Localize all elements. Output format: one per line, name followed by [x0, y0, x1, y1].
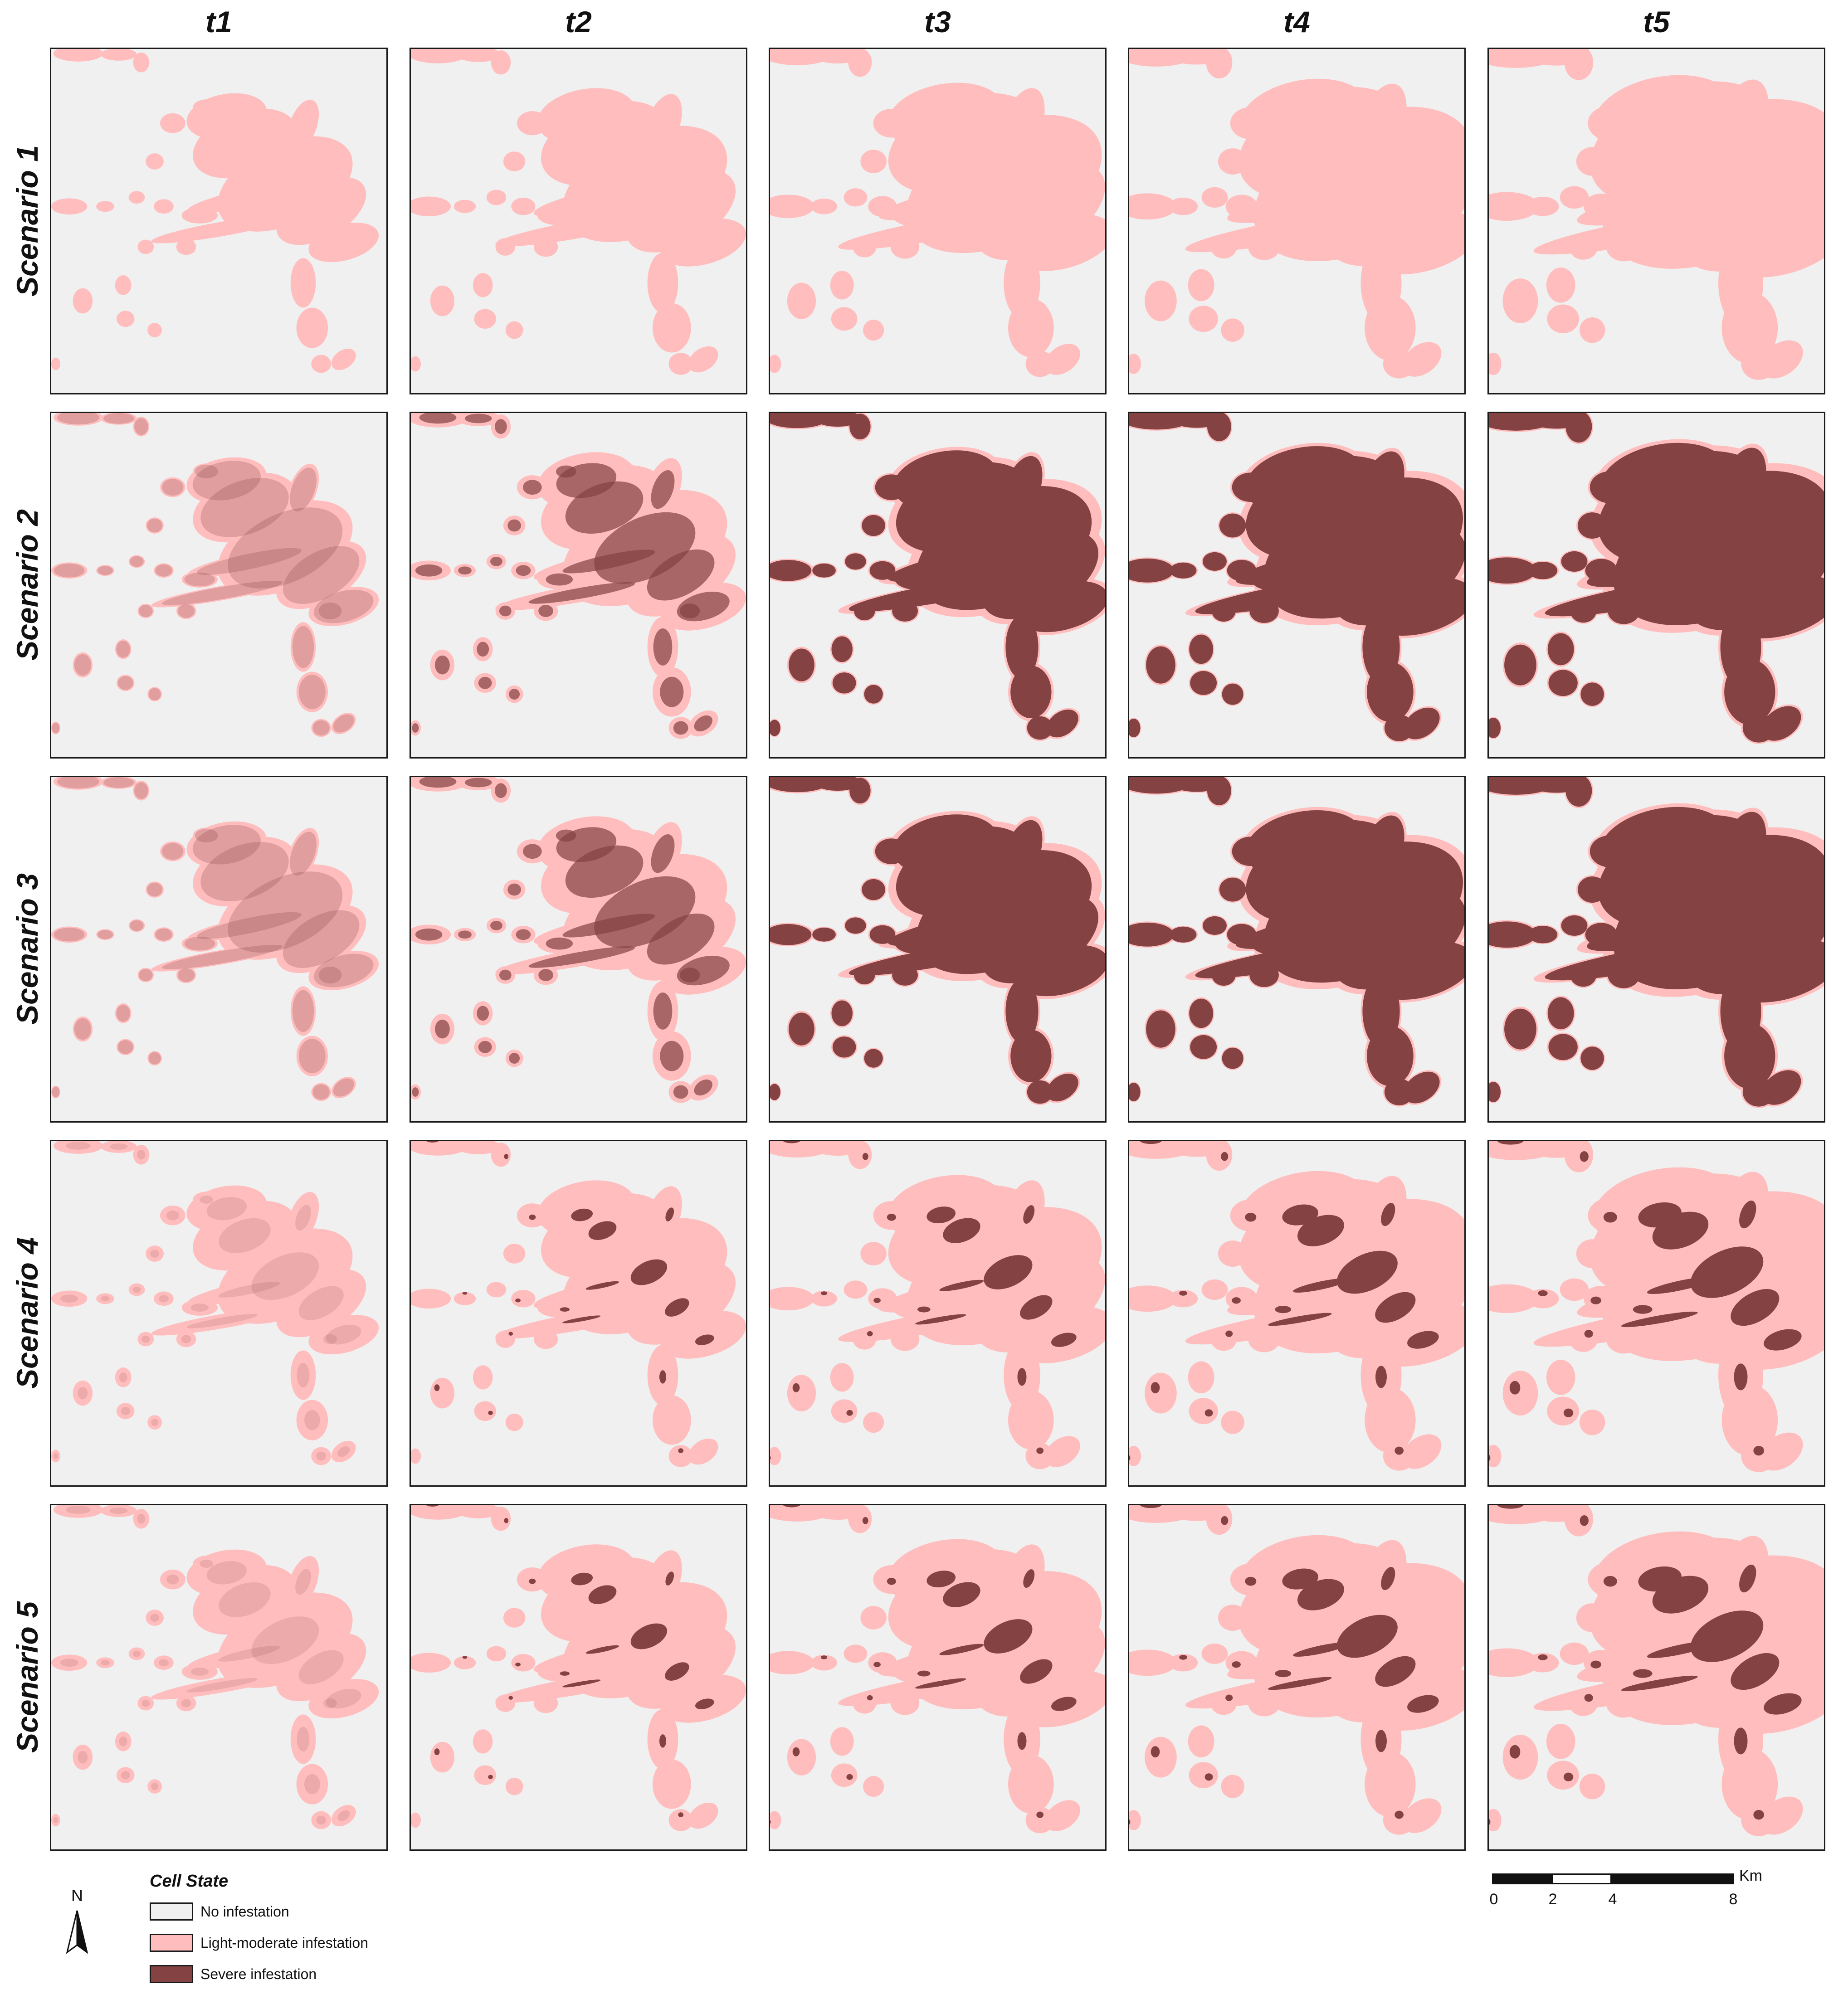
infestation-map-scenario-2-t4	[1129, 413, 1464, 757]
scale-unit: Km	[1739, 1867, 1762, 1884]
column-header-t1: t1	[205, 5, 232, 39]
scale-tick-2: 2	[1548, 1891, 1557, 1908]
scale-tick-8: 8	[1729, 1891, 1738, 1908]
legend-label-severe: Severe infestation	[200, 1966, 317, 1982]
legend-swatch-light-moderate	[150, 1934, 193, 1952]
scale-tick-0: 0	[1489, 1891, 1498, 1908]
infestation-map-scenario-3-t3	[770, 777, 1105, 1121]
map-panel-scenario-2-t4	[1128, 412, 1466, 759]
map-panel-scenario-5-t5	[1487, 1504, 1825, 1851]
infestation-map-scenario-5-t2	[411, 1505, 746, 1849]
infestation-map-scenario-2-t5	[1489, 413, 1824, 757]
legend-swatch-no-infestation	[150, 1902, 193, 1921]
map-panel-scenario-2-t5	[1487, 412, 1825, 759]
scale-tick-4: 4	[1608, 1891, 1617, 1908]
map-panel-scenario-4-t4	[1128, 1140, 1466, 1487]
column-header-t3: t3	[924, 5, 951, 39]
infestation-map-scenario-5-t3	[770, 1505, 1105, 1849]
map-panel-scenario-5-t1	[50, 1504, 388, 1851]
legend-label-no-infestation: No infestation	[200, 1903, 289, 1920]
column-header-t4: t4	[1283, 5, 1310, 39]
legend-swatch-severe	[150, 1965, 193, 1983]
map-panel-scenario-2-t3	[769, 412, 1107, 759]
infestation-map-scenario-1-t1	[51, 49, 386, 393]
map-panel-scenario-4-t5	[1487, 1140, 1825, 1487]
map-panel-scenario-4-t1	[50, 1140, 388, 1487]
infestation-map-scenario-2-t3	[770, 413, 1105, 757]
map-panel-scenario-5-t2	[410, 1504, 747, 1851]
infestation-map-scenario-1-t3	[770, 49, 1105, 393]
map-panel-scenario-3-t3	[769, 776, 1107, 1123]
map-panel-scenario-2-t1	[50, 412, 388, 759]
column-header-t2: t2	[565, 5, 592, 39]
column-header-t5: t5	[1643, 5, 1670, 39]
infestation-map-scenario-4-t3	[770, 1141, 1105, 1485]
infestation-map-scenario-1-t4	[1129, 49, 1464, 393]
infestation-map-scenario-1-t2	[411, 49, 746, 393]
scale-segment-1	[1492, 1873, 1552, 1884]
map-panel-scenario-1-t1	[50, 48, 388, 394]
map-panel-scenario-1-t3	[769, 48, 1107, 394]
map-panel-scenario-3-t5	[1487, 776, 1825, 1123]
scale-bar: 0 2 4 8 Km	[1489, 1864, 1773, 1919]
map-panel-scenario-5-t4	[1128, 1504, 1466, 1851]
north-arrow-label: N	[71, 1886, 83, 1905]
map-panel-scenario-2-t2	[410, 412, 747, 759]
infestation-map-scenario-2-t1	[51, 413, 386, 757]
map-panel-scenario-1-t2	[410, 48, 747, 394]
infestation-map-scenario-1-t5	[1489, 49, 1824, 393]
map-panel-scenario-1-t5	[1487, 48, 1825, 394]
infestation-map-scenario-5-t4	[1129, 1505, 1464, 1849]
map-panel-scenario-3-t4	[1128, 776, 1466, 1123]
infestation-map-scenario-5-t1	[51, 1505, 386, 1849]
map-panel-scenario-5-t3	[769, 1504, 1107, 1851]
map-panel-scenario-3-t2	[410, 776, 747, 1123]
scale-segment-3	[1612, 1873, 1734, 1884]
infestation-map-scenario-3-t2	[411, 777, 746, 1121]
north-arrow: N	[63, 1886, 91, 1977]
infestation-map-scenario-3-t4	[1129, 777, 1464, 1121]
infestation-map-scenario-5-t5	[1489, 1505, 1824, 1849]
map-panel-scenario-3-t1	[50, 776, 388, 1123]
legend-title: Cell State	[150, 1872, 229, 1891]
infestation-map-scenario-3-t5	[1489, 777, 1824, 1121]
infestation-map-scenario-2-t2	[411, 413, 746, 757]
map-panel-scenario-4-t2	[410, 1140, 747, 1487]
infestation-map-scenario-4-t4	[1129, 1141, 1464, 1485]
infestation-map-scenario-3-t1	[51, 777, 386, 1121]
map-panel-scenario-4-t3	[769, 1140, 1107, 1487]
north-arrow-icon	[66, 1910, 88, 1954]
scale-segment-2	[1552, 1873, 1612, 1884]
legend-label-light-moderate: Light-moderate infestation	[200, 1935, 368, 1951]
infestation-map-scenario-4-t2	[411, 1141, 746, 1485]
map-panel-scenario-1-t4	[1128, 48, 1466, 394]
infestation-map-scenario-4-t5	[1489, 1141, 1824, 1485]
infestation-map-scenario-4-t1	[51, 1141, 386, 1485]
